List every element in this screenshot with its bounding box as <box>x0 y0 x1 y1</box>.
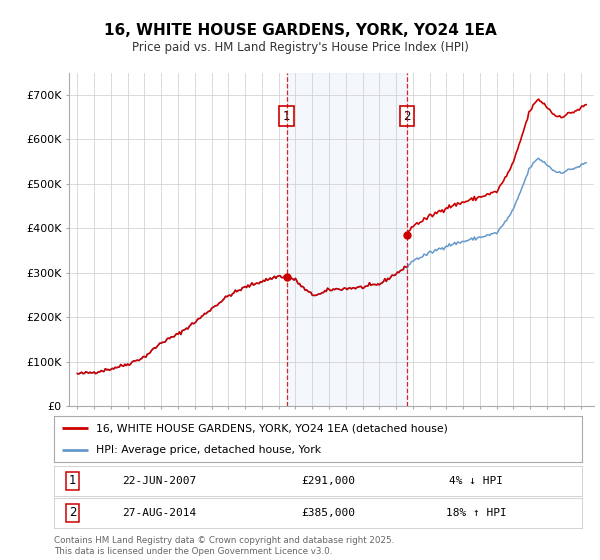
Text: 27-AUG-2014: 27-AUG-2014 <box>122 508 197 517</box>
Text: 2: 2 <box>69 506 76 519</box>
Text: 22-JUN-2007: 22-JUN-2007 <box>122 476 197 486</box>
Text: 16, WHITE HOUSE GARDENS, YORK, YO24 1EA (detached house): 16, WHITE HOUSE GARDENS, YORK, YO24 1EA … <box>96 423 448 433</box>
Text: HPI: Average price, detached house, York: HPI: Average price, detached house, York <box>96 445 322 455</box>
Text: 16, WHITE HOUSE GARDENS, YORK, YO24 1EA: 16, WHITE HOUSE GARDENS, YORK, YO24 1EA <box>104 24 496 38</box>
Text: Contains HM Land Registry data © Crown copyright and database right 2025.
This d: Contains HM Land Registry data © Crown c… <box>54 536 394 556</box>
Text: 18% ↑ HPI: 18% ↑ HPI <box>446 508 507 517</box>
Bar <box>287 73 407 406</box>
Text: £385,000: £385,000 <box>302 508 356 517</box>
Text: 4% ↓ HPI: 4% ↓ HPI <box>449 476 503 486</box>
Text: 2: 2 <box>403 110 411 123</box>
Text: £291,000: £291,000 <box>302 476 356 486</box>
Text: Price paid vs. HM Land Registry's House Price Index (HPI): Price paid vs. HM Land Registry's House … <box>131 41 469 54</box>
Text: 1: 1 <box>69 474 76 487</box>
Text: 1: 1 <box>283 110 290 123</box>
